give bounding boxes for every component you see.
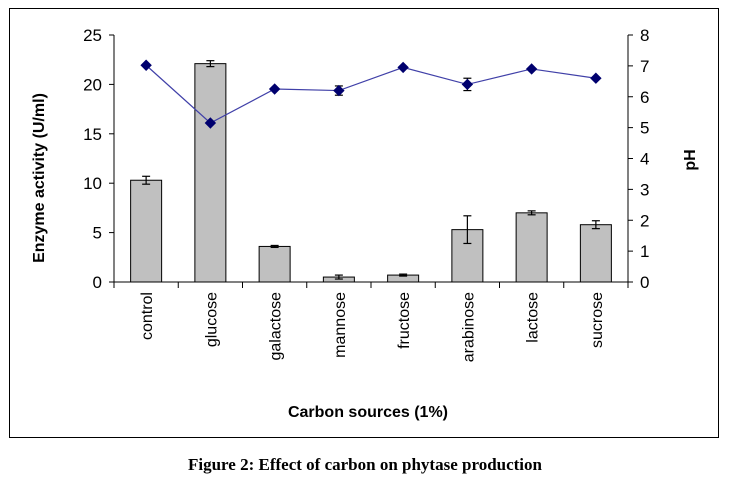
x-tick-label-glucose: glucose [203, 292, 220, 347]
x-axis-title: Carbon sources (1%) [288, 404, 448, 421]
y-tick-label: 25 [83, 26, 102, 45]
y-tick-label: 5 [93, 224, 102, 243]
x-tick-label-sucrose: sucrose [589, 292, 606, 348]
x-tick-label-mannose: mannose [332, 292, 349, 358]
bars-group [130, 60, 612, 283]
y2-tick-label: 4 [640, 150, 649, 169]
bar-glucose [194, 63, 227, 283]
chart-frame [9, 8, 719, 438]
ph-point-arabinose [461, 78, 474, 91]
y-tick-label: 15 [83, 125, 102, 144]
x-tick-label-lactose: lactose [525, 292, 542, 343]
bar-sucrose [579, 224, 612, 283]
ph-point-control [140, 59, 152, 71]
y2-tick-label: 7 [640, 57, 649, 76]
y2-tick-label: 0 [640, 273, 649, 292]
figure-caption: Figure 2: Effect of carbon on phytase pr… [187, 455, 542, 474]
bar-control [130, 179, 163, 283]
y2-tick-label: 3 [640, 180, 649, 199]
ph-point-lactose [525, 63, 538, 75]
y2-tick-label: 6 [640, 88, 649, 107]
bar-galactose [258, 245, 291, 283]
ph-point-sucrose [590, 72, 602, 84]
ph-point-mannose [333, 84, 345, 97]
x-tick-label-control: control [139, 292, 156, 340]
y2-tick-label: 8 [640, 26, 649, 45]
chart: 0 5 10 15 20 25 0 1 2 3 4 5 6 7 8 control glucose galacto… [31, 26, 699, 421]
bar-lactose [515, 212, 548, 283]
ph-point-glucose [204, 117, 217, 129]
y-tick-label: 10 [83, 174, 102, 193]
x-tick-label-fructose: fructose [396, 292, 413, 349]
y-tick-label: 0 [93, 273, 102, 292]
ph-point-fructose [397, 61, 409, 74]
axes-group: 0 5 10 15 20 25 0 1 2 3 4 5 6 7 8 control glucose galacto… [83, 26, 649, 362]
x-tick-label-arabinose: arabinose [460, 292, 477, 362]
y2-tick-label: 5 [640, 119, 649, 138]
y-axis-title: Enzyme activity (U/ml) [31, 93, 48, 263]
ph-series-line [145, 64, 596, 124]
y2-tick-label: 1 [640, 242, 649, 261]
ph-point-galactose [268, 83, 281, 95]
y-tick-label: 20 [83, 75, 102, 94]
y2-axis-title: pH [682, 149, 699, 170]
y2-tick-label: 2 [640, 211, 649, 230]
ph-line-group [140, 59, 602, 129]
x-tick-label-galactose: galactose [268, 292, 285, 361]
